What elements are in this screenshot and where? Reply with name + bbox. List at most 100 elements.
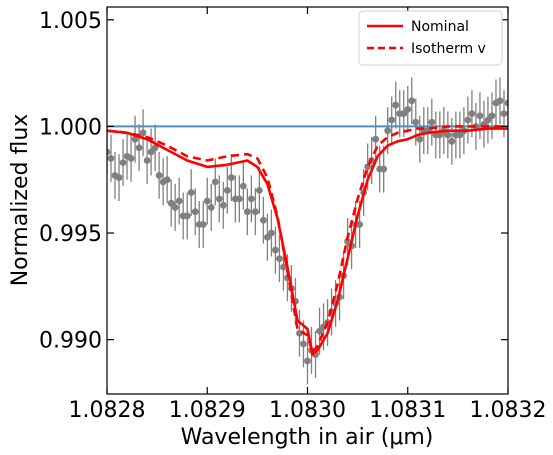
point-marker [296, 329, 303, 337]
point-marker [504, 99, 508, 107]
point-marker [163, 176, 171, 184]
point-marker [107, 148, 111, 156]
y-tick-label: 1.005 [39, 9, 102, 34]
point-marker [448, 137, 456, 145]
data-point [264, 213, 271, 261]
point-marker [155, 172, 163, 179]
data-point [268, 209, 275, 257]
y-axis-label: Normalized flux [8, 114, 33, 287]
point-marker [456, 131, 464, 139]
data-point [372, 115, 380, 163]
point-marker [251, 208, 259, 216]
data-point [304, 337, 311, 385]
point-marker [243, 208, 251, 216]
data-point [296, 309, 303, 357]
point-marker [444, 131, 452, 139]
point-marker [139, 129, 147, 137]
data-point [155, 151, 163, 199]
data-point [436, 111, 444, 159]
legend-label-nominal: Nominal [411, 19, 469, 35]
data-point [139, 109, 147, 157]
point-marker [131, 135, 139, 143]
data-point [207, 183, 215, 231]
data-point [448, 117, 456, 165]
data-point [219, 181, 227, 229]
point-marker [247, 195, 255, 203]
point-marker [227, 174, 235, 181]
y-tick-label: 0.990 [39, 329, 102, 354]
data-point [255, 166, 263, 214]
point-marker [115, 174, 123, 181]
point-marker [207, 204, 215, 211]
x-tick-label: 1.0830 [269, 398, 346, 423]
series-line-nominal [107, 127, 508, 356]
point-marker [171, 204, 179, 211]
data-point [203, 177, 211, 225]
point-marker [384, 127, 392, 135]
point-marker [167, 199, 175, 207]
data-point [464, 96, 472, 144]
data-point [239, 162, 247, 210]
point-marker [500, 110, 508, 118]
point-marker [183, 212, 191, 220]
data-point [131, 115, 139, 163]
point-marker [175, 197, 183, 205]
x-axis-label: Wavelength in air (μm) [181, 425, 434, 450]
point-marker [300, 340, 307, 348]
series-line-isotherm [107, 125, 508, 354]
data-point [408, 77, 416, 125]
point-marker [412, 118, 420, 126]
data-point [175, 177, 183, 225]
x-tick-label: 1.0828 [69, 398, 146, 423]
data-point [444, 111, 452, 159]
point-marker [147, 148, 155, 156]
point-marker [428, 118, 436, 126]
data-point [276, 235, 283, 283]
data-point [416, 115, 424, 163]
data-point [251, 188, 259, 236]
point-marker [408, 97, 416, 105]
point-marker [276, 255, 283, 263]
data-point [163, 156, 171, 204]
legend: Nominal Isotherm v [358, 10, 503, 66]
point-marker [404, 105, 412, 113]
data-point [143, 137, 151, 184]
point-marker [400, 110, 408, 118]
point-marker [215, 195, 223, 203]
data-point [456, 111, 464, 159]
point-marker [356, 221, 364, 228]
point-marker [416, 135, 424, 143]
data-point [215, 175, 223, 223]
data-point [187, 169, 195, 216]
data-point [167, 179, 175, 227]
data-points-layer [107, 77, 508, 385]
point-marker [239, 182, 247, 190]
point-marker [119, 159, 127, 167]
point-marker [219, 201, 227, 209]
data-point [227, 154, 235, 202]
data-point [135, 124, 143, 172]
point-marker [488, 112, 496, 120]
point-marker [203, 197, 211, 205]
point-marker [199, 221, 207, 228]
x-tick-label: 1.0832 [470, 398, 547, 423]
point-marker [280, 263, 287, 271]
model-lines-layer [107, 125, 508, 356]
y-tick-label: 0.995 [39, 222, 102, 247]
data-point [400, 90, 408, 138]
data-point [223, 166, 231, 214]
point-marker [476, 112, 484, 120]
point-marker [187, 189, 195, 196]
data-point [191, 188, 199, 236]
data-point [480, 100, 488, 148]
data-point [424, 107, 432, 155]
point-marker [223, 186, 231, 194]
x-tick-label: 1.0831 [369, 398, 446, 423]
data-point [183, 192, 191, 240]
data-point [496, 77, 504, 125]
data-point [127, 134, 135, 182]
point-marker [255, 186, 263, 194]
point-marker [484, 116, 492, 124]
point-marker [392, 101, 400, 109]
